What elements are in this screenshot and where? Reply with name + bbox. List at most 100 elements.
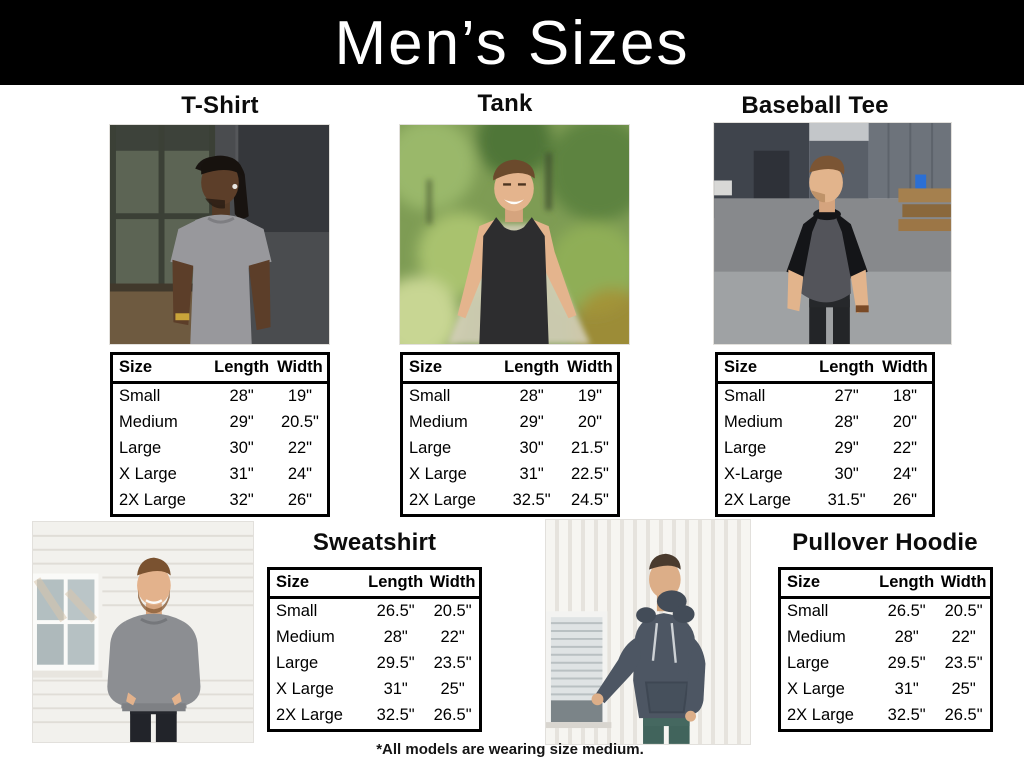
column-header: Width	[562, 353, 619, 384]
table-cell: 2X Large	[119, 491, 186, 509]
table-cell: 27"	[834, 387, 859, 405]
table-cell: 32.5"	[512, 491, 551, 509]
table-row: 2X Large 32.5" 26.5"	[780, 703, 992, 731]
sweatshirt-model-photo	[32, 521, 254, 743]
tank-model-illustration	[400, 125, 629, 344]
table-header-row: Size Length Width	[716, 353, 934, 384]
hoodie-model-photo	[545, 519, 751, 745]
table-header-row: Size Length Width	[401, 353, 619, 384]
table-cell: 31"	[519, 465, 544, 483]
table-cell: 31"	[894, 680, 919, 698]
title-bar: Men’s Sizes	[0, 0, 1024, 85]
table-row: Large 29.5" 23.5"	[780, 651, 992, 677]
table-cell: 18"	[892, 387, 918, 405]
table-row: Medium 28" 20"	[717, 410, 934, 436]
table-row: Medium 28" 22"	[780, 625, 992, 651]
table-cell: 19"	[287, 387, 313, 405]
column-header: Width	[272, 353, 329, 384]
hoodie-model	[591, 553, 706, 744]
table-row: 2X Large 32.5" 26.5"	[269, 703, 481, 731]
table-cell: X Large	[276, 680, 334, 698]
wood-pallets	[898, 188, 951, 232]
size-table-sweatshirt: Size Length Width Small 26.5" 20.5" Medium 28" 2…	[267, 567, 482, 732]
table-cell: 20"	[892, 413, 918, 431]
watch	[855, 305, 869, 313]
size-table-baseball-tee: Size Length Width Small 27" 18" Medium 28" 20" La…	[715, 352, 935, 517]
table-cell: 31"	[383, 680, 408, 698]
table-cell: X Large	[787, 680, 845, 698]
sweatshirt-model-illustration	[33, 522, 253, 742]
column-header: Size	[779, 568, 877, 599]
table-header-row: Size Length Width	[268, 568, 481, 599]
table-row: X Large 31" 22.5"	[402, 462, 619, 488]
smile	[504, 199, 524, 205]
table-cell: 26.5"	[376, 602, 415, 620]
column-header: Length	[210, 353, 273, 384]
table-cell: 26.5"	[887, 602, 926, 620]
table-cell: 30"	[834, 465, 859, 483]
tank-model	[457, 159, 577, 344]
column-header: Size	[401, 353, 501, 384]
column-header: Length	[500, 353, 563, 384]
table-cell: 30"	[519, 439, 544, 457]
page-title: Men’s Sizes	[334, 9, 690, 78]
table-cell: 2X Large	[409, 491, 476, 509]
baseball-tee-model-photo	[713, 122, 952, 345]
caption-tshirt: T-Shirt	[181, 92, 259, 119]
table-cell: Small	[119, 387, 161, 405]
table-row: Medium 29" 20"	[402, 410, 619, 436]
baseball-tee-right-sleeve	[832, 210, 868, 279]
size-table-tshirt: Size Length Width Small 28" 19" Medium 29" 20.5"…	[110, 352, 330, 517]
table-cell: 22"	[440, 628, 465, 646]
table-cell: 26.5"	[433, 706, 472, 724]
table-cell: Medium	[409, 413, 468, 431]
table-row: Large 30" 22"	[112, 436, 329, 462]
sweatshirt-right-sleeve	[177, 621, 201, 708]
table-cell: 24.5"	[570, 491, 609, 509]
table-cell: Medium	[276, 628, 335, 646]
column-header: Length	[365, 568, 427, 599]
table-cell: 20.5"	[280, 413, 319, 431]
table-row: Small 26.5" 20.5"	[780, 598, 992, 626]
table-cell: 21.5"	[570, 439, 609, 457]
size-table-tank: Size Length Width Small 28" 19" Medium 29" 20" La…	[400, 352, 620, 517]
table-row: Large 29" 22"	[717, 436, 934, 462]
table-cell: 32.5"	[376, 706, 415, 724]
table-cell: 29.5"	[887, 654, 926, 672]
table-cell: Small	[409, 387, 451, 405]
table-cell: Large	[409, 439, 452, 457]
table-cell: 26"	[892, 491, 918, 509]
table-cell: Large	[276, 654, 319, 672]
table-cell: 31"	[229, 465, 254, 483]
watch	[175, 313, 190, 321]
table-row: X Large 31" 25"	[780, 677, 992, 703]
column-header: Size	[716, 353, 816, 384]
table-row: Large 30" 21.5"	[402, 436, 619, 462]
table-cell: 22"	[951, 628, 976, 646]
tshirt-garment	[190, 214, 252, 344]
column-header: Size	[111, 353, 211, 384]
table-cell: 23.5"	[944, 654, 983, 672]
table-cell: 2X Large	[787, 706, 854, 724]
earring	[232, 183, 238, 190]
table-cell: 24"	[287, 465, 313, 483]
tshirt-model-photo	[109, 124, 330, 345]
size-table-pullover-hoodie: Size Length Width Small 26.5" 20.5" Medium 28" 2…	[778, 567, 993, 732]
table-row: Small 27" 18"	[717, 383, 934, 411]
table-cell: 25"	[440, 680, 465, 698]
table-cell: 22"	[287, 439, 313, 457]
table-cell: Small	[276, 602, 318, 620]
table-cell: 28"	[383, 628, 408, 646]
table-cell: Large	[119, 439, 162, 457]
table-cell: 20.5"	[944, 602, 983, 620]
tank-model-photo	[399, 124, 630, 345]
baseball-tee-body	[801, 217, 851, 303]
table-row: 2X Large 32.5" 24.5"	[402, 488, 619, 516]
table-row: 2X Large 32" 26"	[112, 488, 329, 516]
table-cell: Medium	[724, 413, 783, 431]
column-header: Length	[876, 568, 938, 599]
column-header: Width	[937, 568, 992, 599]
sweatshirt-left-sleeve	[107, 621, 131, 708]
column-header: Width	[426, 568, 481, 599]
